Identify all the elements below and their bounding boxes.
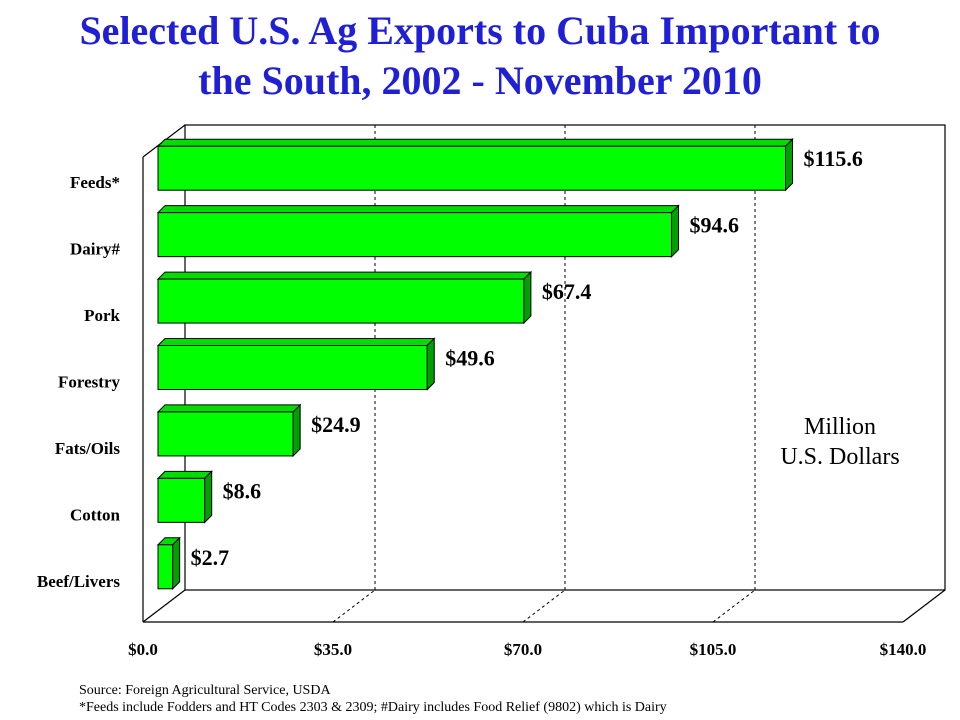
unit-label: Million: [804, 414, 876, 440]
category-label: Fats/Oils: [55, 439, 121, 458]
bar-side: [292, 403, 301, 458]
bar: [157, 345, 428, 390]
bar: [157, 477, 206, 523]
chart-footer: Source: Foreign Agricultural Service, US…: [79, 682, 667, 716]
floor-edge: [902, 589, 946, 623]
bar: [157, 278, 525, 324]
footnote: *Feeds include Fodders and HT Codes 2303…: [79, 700, 667, 715]
x-tick-label: $0.0: [128, 640, 158, 659]
chart-title: Selected U.S. Ag Exports to Cuba Importa…: [0, 6, 960, 106]
bar-side: [204, 470, 213, 524]
x-tick-label: $140.0: [880, 640, 927, 659]
x-tick-label: $105.0: [690, 640, 737, 659]
category-label: Cotton: [70, 505, 121, 524]
data-label: $67.4: [542, 279, 592, 304]
category-label: Feeds*: [70, 173, 120, 192]
data-label: $94.6: [690, 213, 740, 238]
bar-top: [156, 205, 680, 214]
data-label: $2.7: [191, 545, 230, 570]
source-note: Source: Foreign Agricultural Service, US…: [79, 683, 331, 698]
bar-side: [785, 138, 794, 192]
x-tick-label: $70.0: [504, 640, 542, 659]
data-label: $49.6: [445, 346, 495, 371]
bar-top: [156, 470, 213, 479]
data-label: $115.6: [804, 146, 863, 171]
category-label: Beef/Livers: [37, 572, 120, 591]
category-label: Pork: [84, 306, 120, 325]
bar-top: [156, 404, 302, 413]
data-label: $8.6: [223, 478, 262, 503]
gridline: [712, 589, 756, 623]
bar-top: [156, 271, 533, 280]
data-label: $24.9: [311, 412, 361, 437]
wall-edge: [142, 589, 186, 623]
bar: [157, 411, 294, 457]
bar-top: [156, 338, 436, 346]
gridline: [332, 589, 376, 623]
bar-side: [671, 204, 680, 258]
unit-label: U.S. Dollars: [780, 444, 899, 470]
bar-top: [156, 138, 794, 147]
category-label: Dairy#: [70, 240, 121, 259]
bar: [157, 145, 787, 191]
x-tick-label: $35.0: [314, 640, 352, 659]
chart-title-line-2: the South, 2002 - November 2010: [198, 58, 762, 103]
bar-side: [523, 270, 532, 325]
chart-title-line-1: Selected U.S. Ag Exports to Cuba Importa…: [79, 8, 881, 53]
bar-side: [426, 337, 435, 391]
bar: [157, 212, 673, 258]
bar: [157, 544, 174, 590]
bar-side: [172, 536, 181, 590]
category-label: Forestry: [58, 373, 120, 392]
gridline: [522, 589, 566, 623]
